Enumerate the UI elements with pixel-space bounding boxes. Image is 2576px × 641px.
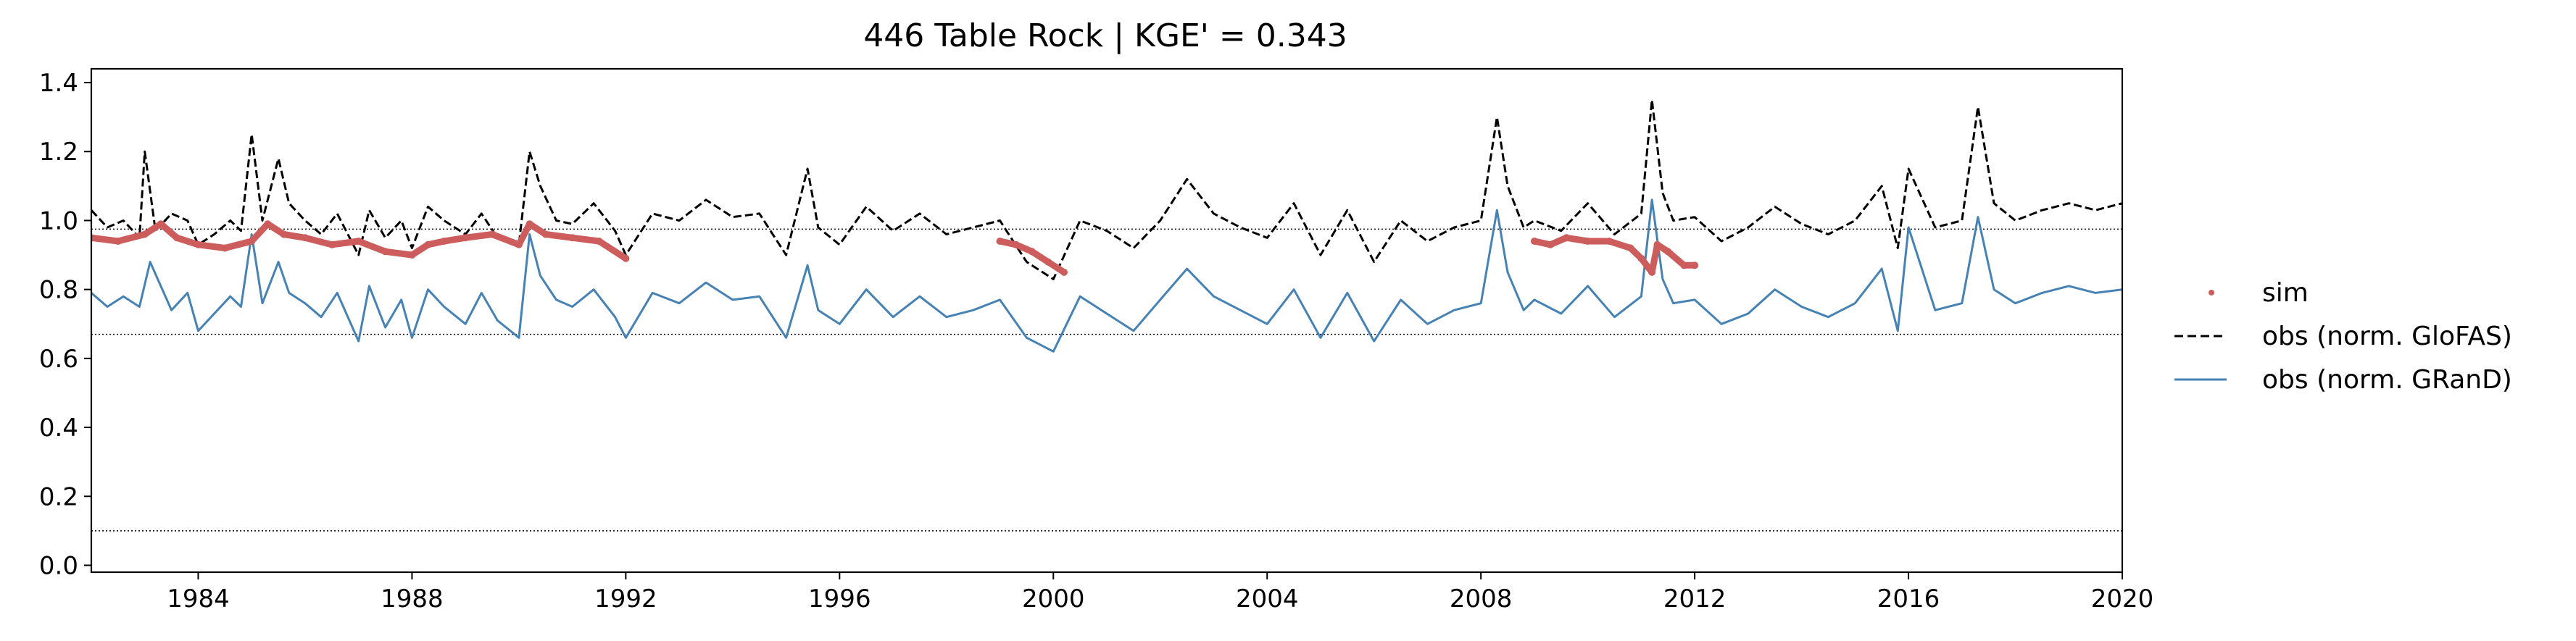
sim-point-2-3	[1584, 238, 1592, 246]
sim-point-0-5	[194, 240, 202, 248]
chart-title: 446 Table Rock | KGE' = 0.343	[863, 17, 1347, 54]
sim-point-0-4	[173, 234, 180, 242]
sim-point-0-18	[489, 230, 496, 238]
sim-point-0-2	[141, 230, 149, 238]
sim-point-0-17	[462, 234, 470, 242]
legend-marker-sim	[2209, 290, 2214, 296]
sim-point-0-7	[248, 238, 256, 246]
x-tick-label-1996: 1996	[808, 585, 871, 613]
sim-point-0-23	[595, 238, 603, 246]
y-tick-label-0: 0.0	[39, 551, 78, 580]
x-tick-label-2016: 2016	[1877, 585, 1940, 613]
sim-point-0-9	[280, 230, 288, 238]
y-axis: 0.0 0.2 0.4 0.6 0.8 1.0 1.2 1.4	[39, 69, 91, 580]
sim-point-0-21	[541, 230, 549, 238]
x-tick-label-2012: 2012	[1663, 585, 1727, 613]
sim-point-0-10	[301, 234, 309, 242]
sim-point-0-15	[424, 240, 432, 248]
plot-frame	[90, 67, 2124, 574]
sim-point-2-10	[1680, 261, 1688, 269]
y-tick-label-4: 0.8	[39, 276, 78, 305]
grand-obs-line	[91, 198, 2122, 353]
x-tick-label-2000: 2000	[1022, 585, 1085, 613]
sim-point-1-2	[1028, 248, 1036, 256]
sim-point-2-4	[1605, 238, 1613, 246]
sim-point-0-3	[157, 220, 165, 228]
legend-label-sim: sim	[2262, 278, 2309, 308]
y-tick-label-1: 0.2	[39, 482, 78, 511]
y-tick-label-5: 1.0	[39, 206, 78, 235]
sim-point-2-7	[1648, 268, 1656, 276]
legend: sim obs (norm. GloFAS) obs (norm. GRanD)	[2174, 278, 2512, 395]
sim-point-2-8	[1653, 240, 1661, 248]
sim-point-1-4	[1060, 268, 1068, 276]
sim-point-2-0	[1530, 238, 1538, 246]
sim-point-1-3	[1044, 258, 1052, 266]
sim-point-0-8	[264, 220, 272, 228]
sim-point-0-11	[328, 240, 336, 248]
sim-point-1-1	[1012, 240, 1020, 248]
sim-point-0-14	[408, 251, 416, 259]
glofas-obs-line	[91, 99, 2122, 280]
x-tick-label-1988: 1988	[381, 585, 444, 613]
x-tick-label-2020: 2020	[2091, 585, 2154, 613]
x-tick-label-1992: 1992	[594, 585, 657, 613]
sim-point-2-9	[1664, 248, 1672, 256]
sim-point-0-20	[525, 220, 533, 228]
sim-point-0-22	[568, 234, 576, 242]
series-layer	[91, 99, 2122, 353]
sim-point-1-0	[996, 238, 1004, 246]
sim-point-0-1	[114, 238, 122, 246]
sim-point-2-5	[1626, 244, 1634, 252]
sim-point-0-12	[354, 238, 362, 246]
sim-point-2-6	[1637, 254, 1645, 262]
sim-point-0-0	[91, 234, 95, 242]
reference-lines	[91, 228, 2122, 532]
sim-point-0-16	[440, 238, 448, 246]
sim-point-0-6	[221, 244, 229, 252]
x-tick-label-1984: 1984	[167, 585, 230, 613]
y-tick-label-7: 1.4	[39, 69, 78, 98]
sim-point-0-19	[515, 240, 523, 248]
y-tick-label-3: 0.6	[39, 345, 78, 374]
x-tick-label-2004: 2004	[1236, 585, 1299, 613]
sim-point-0-13	[381, 248, 389, 256]
sim-point-2-11	[1691, 261, 1699, 269]
sim-point-2-2	[1563, 234, 1571, 242]
x-axis: 1984 1988 1992 1996 2000 2004 2008 2012 2016 2020	[167, 572, 2153, 613]
legend-label-glofas: obs (norm. GloFAS)	[2262, 322, 2512, 351]
x-tick-label-2008: 2008	[1450, 585, 1513, 613]
sim-point-0-24	[622, 254, 630, 262]
legend-label-grand: obs (norm. GRanD)	[2262, 365, 2512, 395]
y-tick-label-6: 1.2	[39, 138, 78, 167]
y-tick-label-2: 0.4	[39, 414, 78, 443]
sim-point-2-1	[1547, 240, 1555, 248]
